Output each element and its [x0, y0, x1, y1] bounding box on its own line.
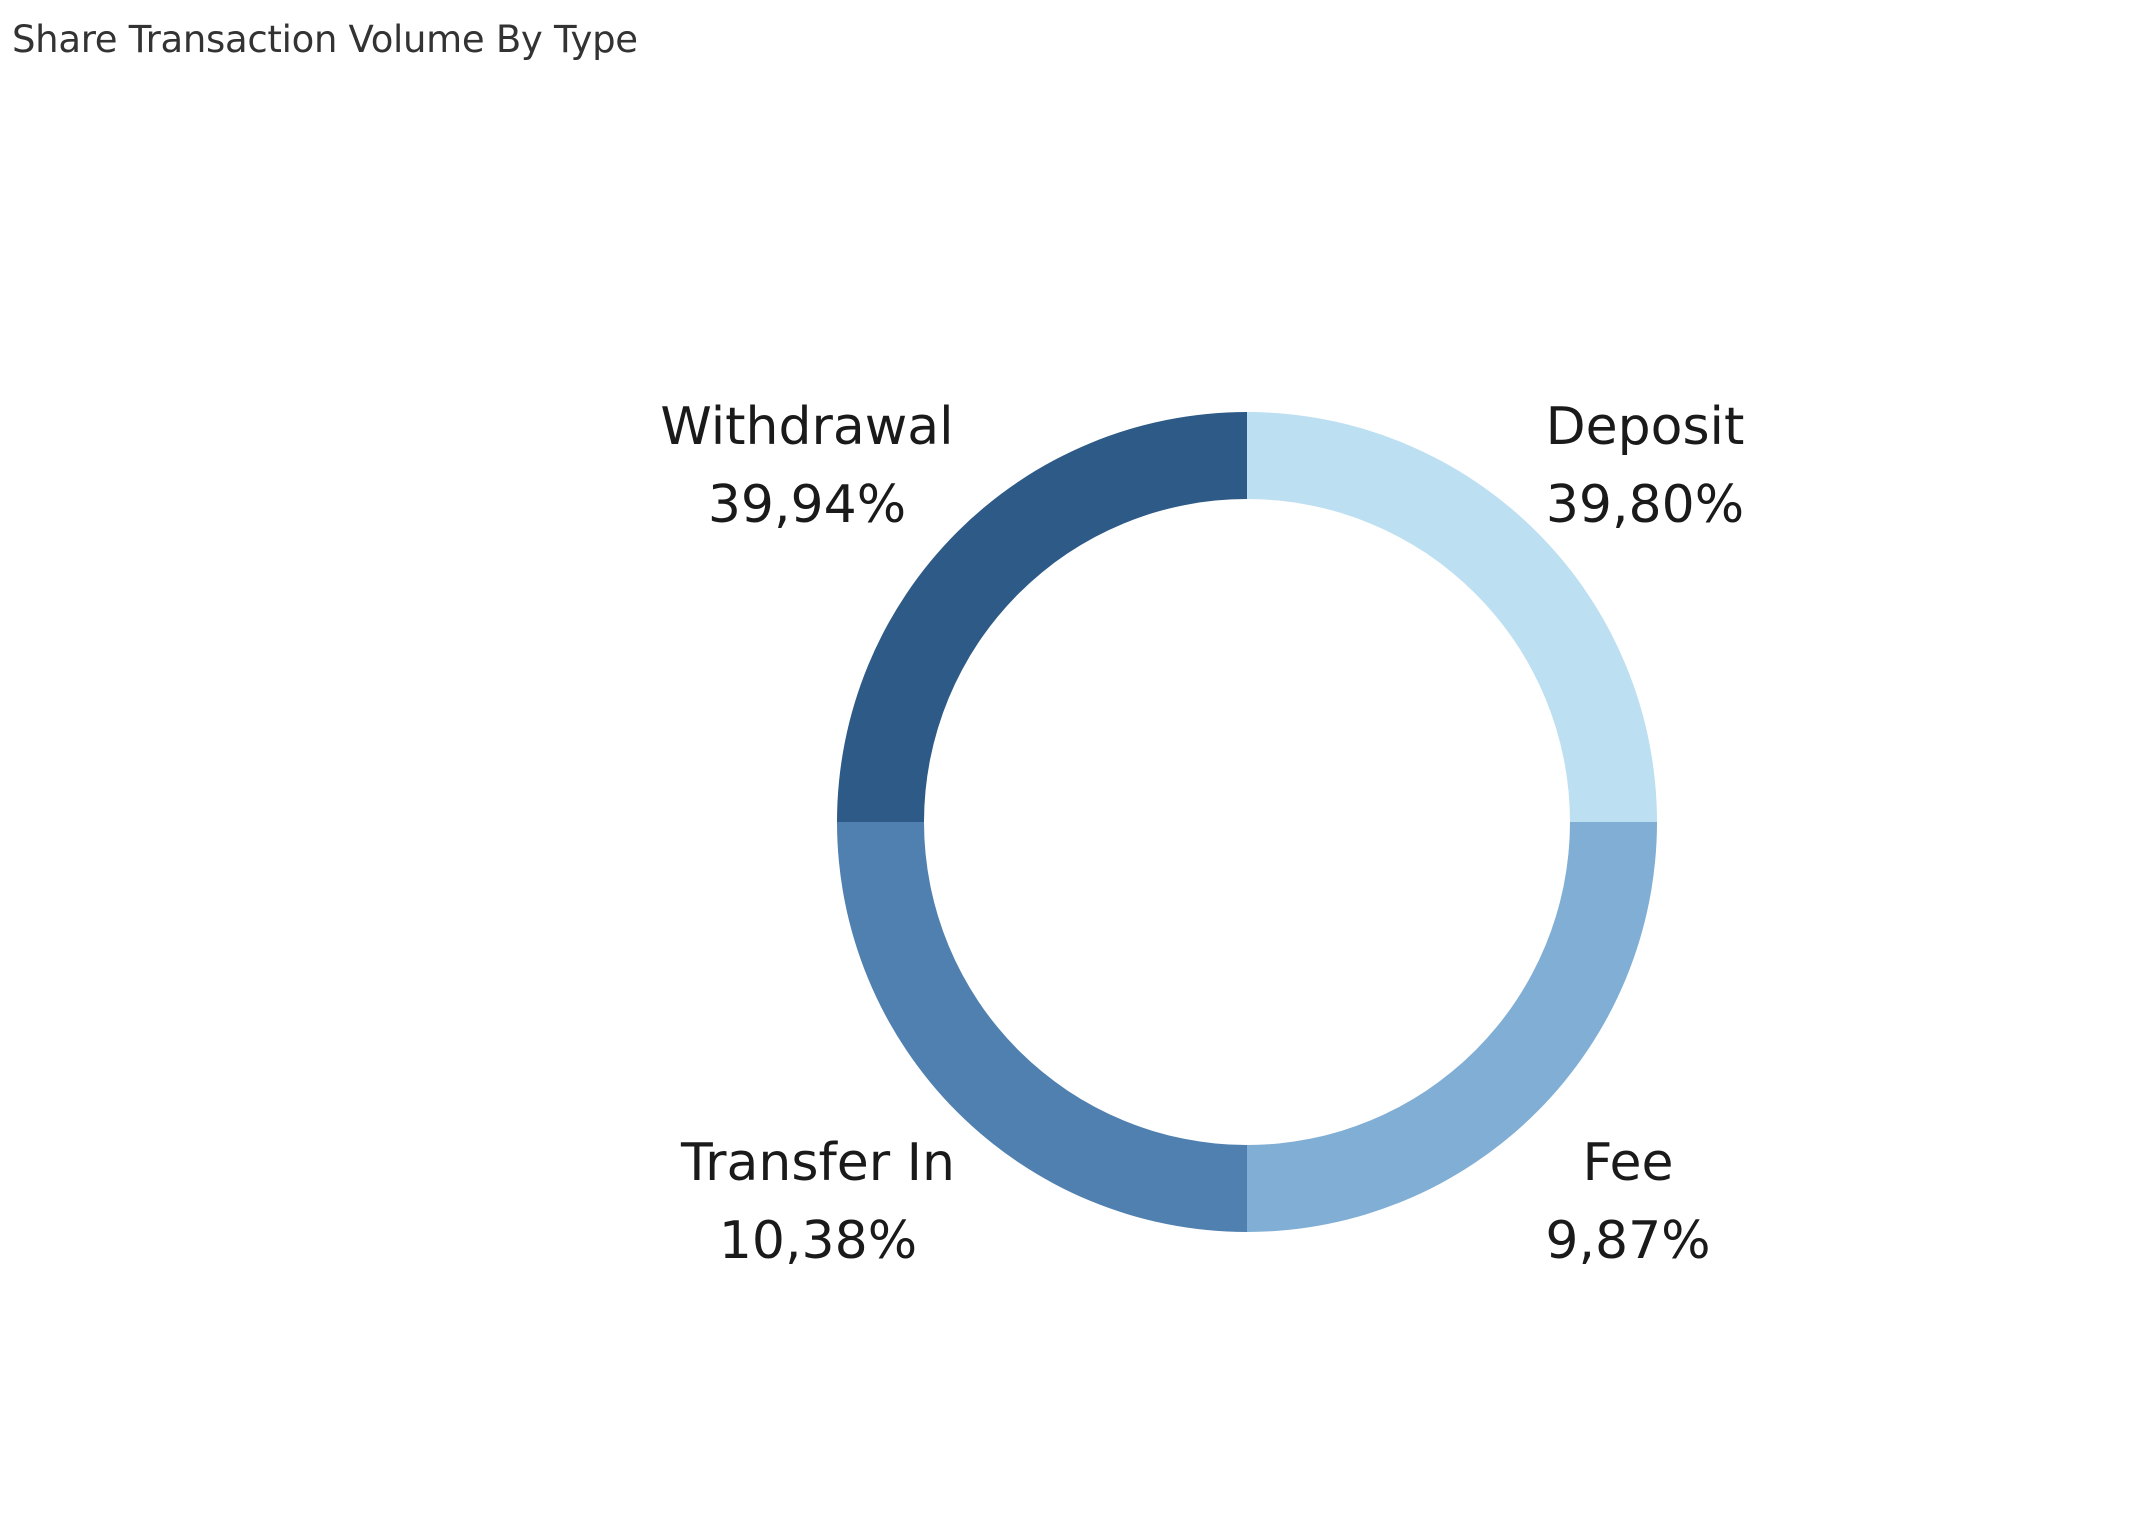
- slice-name-deposit: Deposit: [1545, 397, 1745, 457]
- slice-name-fee: Fee: [1582, 1133, 1674, 1193]
- slice-name-withdrawal: Withdrawal: [660, 397, 954, 457]
- slice-withdrawal: [837, 412, 1247, 822]
- slice-percent-deposit: 39,80%: [1545, 475, 1745, 535]
- slice-percent-withdrawal: 39,94%: [707, 475, 907, 535]
- slice-label-deposit: Deposit 39,80%: [1546, 388, 1745, 544]
- chart-title: Share Transaction Volume By Type: [12, 18, 638, 61]
- slice-deposit: [1247, 412, 1657, 822]
- slice-transfer-in: [837, 822, 1247, 1232]
- slice-percent-fee: 9,87%: [1545, 1211, 1711, 1271]
- slice-percent-transfer-in: 10,38%: [718, 1211, 918, 1271]
- slice-label-transfer-in: Transfer In 10,38%: [681, 1124, 955, 1280]
- slice-name-transfer-in: Transfer In: [681, 1133, 955, 1193]
- slice-label-fee: Fee 9,87%: [1545, 1124, 1710, 1280]
- slice-fee: [1247, 822, 1657, 1232]
- slice-label-withdrawal: Withdrawal 39,94%: [660, 388, 953, 544]
